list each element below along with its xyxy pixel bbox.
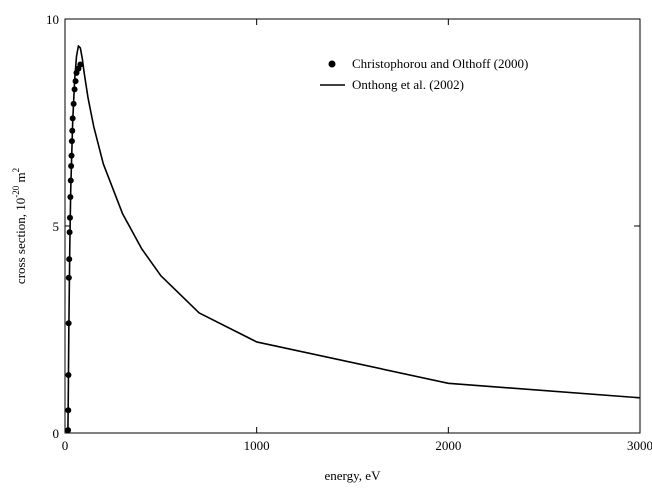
data-point-christophorou (77, 61, 84, 68)
y-tick-label: 0 (53, 426, 60, 441)
data-point-christophorou (67, 177, 74, 184)
legend-marker-christophorou (328, 60, 336, 68)
y-axis-label-exponent: -20 (11, 185, 21, 197)
data-point-christophorou (67, 194, 74, 201)
data-point-christophorou (65, 407, 72, 414)
data-point-christophorou (69, 127, 76, 134)
data-point-christophorou (71, 86, 78, 93)
y-tick-label: 10 (46, 12, 59, 27)
data-point-christophorou (72, 78, 79, 85)
x-tick-label: 0 (62, 438, 69, 453)
y-axis-label: cross section, 10-20 m2 (11, 168, 28, 284)
data-point-christophorou (68, 138, 75, 145)
svg-text:cross section, 10-20 m2: cross section, 10-20 m2 (11, 168, 28, 284)
y-axis-label-text: cross section, 10 (13, 198, 28, 284)
data-point-christophorou (65, 274, 72, 281)
data-point-christophorou (69, 115, 76, 122)
series-layer (65, 45, 641, 434)
data-point-christophorou (70, 100, 77, 107)
x-tick-label: 2000 (435, 438, 461, 453)
data-point-christophorou (68, 162, 75, 169)
x-tick-label: 1000 (244, 438, 270, 453)
data-point-christophorou (65, 372, 72, 379)
series-line-onthong (67, 45, 641, 434)
data-point-christophorou (66, 214, 73, 221)
data-point-christophorou (68, 152, 75, 159)
y-axis-label-unit: m (13, 172, 28, 182)
y-tick-label: 5 (53, 219, 60, 234)
x-tick-label: 3000 (627, 438, 652, 453)
axis-ticks (64, 18, 641, 434)
x-axis-label: energy, eV (325, 468, 382, 483)
axis-tick-labels: 0 1000 2000 3000 0 5 10 (46, 12, 652, 453)
legend-label-christophorou: Christophorou and Olthoff (2000) (352, 56, 528, 71)
legend-label-onthong: Onthong et al. (2002) (352, 77, 464, 92)
data-point-christophorou (65, 320, 72, 327)
y-axis-label-unit-exponent: 2 (11, 168, 21, 173)
legend: Christophorou and Olthoff (2000) Onthong… (320, 56, 528, 92)
data-point-christophorou (66, 256, 73, 263)
data-point-christophorou (66, 229, 73, 236)
data-point-christophorou (65, 427, 72, 434)
